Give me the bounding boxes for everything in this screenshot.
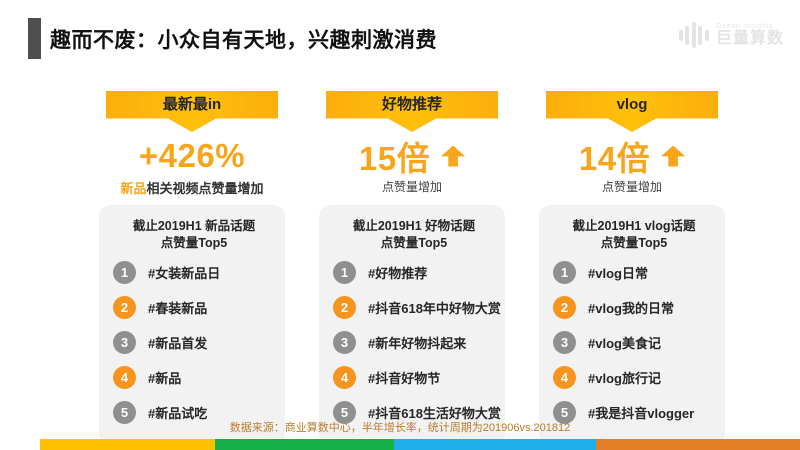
slide-header: 趣而不废：小众自有天地，兴趣刺激消费 xyxy=(28,18,437,59)
rank-badge: 3 xyxy=(553,331,576,354)
color-bar-segment-orange xyxy=(595,439,800,450)
arrow-up-icon xyxy=(661,145,686,167)
topic-hashtag-label: #新年好物抖起来 xyxy=(368,336,467,351)
top5-box-title: 截止2019H1 新品话题 点赞量Top5 xyxy=(132,219,256,251)
top5-list-item: 3 #vlog美食记 xyxy=(553,331,715,355)
rank-badge: 1 xyxy=(553,261,576,284)
stat-row: +426% xyxy=(139,135,245,177)
ocean-insights-logo: Ocean Insights 巨量算数 xyxy=(678,21,784,48)
category-columns: 最新最in +426% 新品相关视频点赞量增加 截止2019H1 新品话题 点赞… xyxy=(12,91,800,446)
stat-row: 15倍 xyxy=(358,135,466,177)
logo-text-english: Ocean Insights xyxy=(715,21,774,31)
topic-hashtag-label: #vlog我的日常 xyxy=(588,301,674,316)
top5-list-item: 1 #好物推荐 xyxy=(333,261,495,285)
color-bar-segment-green xyxy=(214,439,395,450)
rank-badge: 4 xyxy=(113,366,136,389)
data-source-note: 数据来源：商业算数中心，半年增长率，统计周期为201906vs.201812 xyxy=(229,422,571,434)
category-column-new-products: 最新最in +426% 新品相关视频点赞量增加 截止2019H1 新品话题 点赞… xyxy=(94,91,290,446)
stat-row: 14倍 xyxy=(578,135,686,177)
top5-list-item: 2 #抖音618年中好物大赏 xyxy=(333,296,501,320)
top5-list-item: 5 #新品试吃 xyxy=(113,401,275,425)
top5-box: 截止2019H1 vlog话题 点赞量Top5 1 #vlog日常 2 #vlo… xyxy=(539,205,725,446)
rank-badge: 4 xyxy=(333,366,356,389)
page-title: 趣而不废：小众自有天地，兴趣刺激消费 xyxy=(50,28,437,52)
rank-badge: 5 xyxy=(333,401,356,424)
rank-badge: 5 xyxy=(113,401,136,424)
top5-list-item: 2 #春装新品 xyxy=(113,296,275,320)
topic-hashtag-label: #vlog日常 xyxy=(588,266,648,281)
growth-stat: 14倍 xyxy=(578,140,651,177)
color-bar-segment-yellow xyxy=(40,439,215,450)
top5-box: 截止2019H1 好物话题 点赞量Top5 1 #好物推荐 2 #抖音618年中… xyxy=(319,205,505,446)
top5-box-title: 截止2019H1 vlog话题 点赞量Top5 xyxy=(572,219,696,251)
topic-hashtag-label: #女装新品日 xyxy=(148,266,221,281)
topic-hashtag-label: #vlog旅行记 xyxy=(588,371,661,386)
category-column-vlog: vlog 14倍 点赞量增加 截止2019H1 vlog话题 点赞量Top5 1… xyxy=(534,91,730,446)
ribbon-label: 好物推荐 xyxy=(381,96,442,113)
topic-hashtag-label: #抖音618年中好物大赏 xyxy=(368,301,501,316)
top5-list-item: 4 #新品 xyxy=(113,366,275,390)
category-ribbon: vlog xyxy=(546,91,718,132)
rank-badge: 2 xyxy=(333,296,356,319)
rank-badge: 2 xyxy=(113,296,136,319)
rank-badge: 3 xyxy=(113,331,136,354)
rank-badge: 1 xyxy=(333,261,356,284)
rank-badge: 5 xyxy=(553,401,576,424)
arrow-up-icon xyxy=(441,145,466,167)
rank-badge: 2 xyxy=(553,296,576,319)
top5-box-title: 截止2019H1 好物话题 点赞量Top5 xyxy=(352,219,476,251)
logo-text-chinese: 巨量算数 xyxy=(715,30,784,48)
top5-list-item: 1 #vlog日常 xyxy=(553,261,715,285)
category-ribbon: 最新最in xyxy=(106,91,278,132)
topic-hashtag-label: #好物推荐 xyxy=(368,266,428,281)
rank-badge: 3 xyxy=(333,331,356,354)
topic-hashtag-label: #新品试吃 xyxy=(148,406,208,421)
rank-badge: 4 xyxy=(553,366,576,389)
stat-caption: 点赞量增加 xyxy=(601,180,662,194)
decorative-color-bar xyxy=(40,439,800,450)
top5-list-item: 1 #女装新品日 xyxy=(113,261,275,285)
stat-caption: 点赞量增加 xyxy=(381,180,442,194)
top5-list-item: 3 #新品首发 xyxy=(113,331,275,355)
juliang-suanshu-bars-icon xyxy=(678,22,709,48)
topic-hashtag-label: #我是抖音vlogger xyxy=(588,406,695,421)
logo-text: Ocean Insights 巨量算数 xyxy=(715,21,784,48)
top5-list-item: 2 #vlog我的日常 xyxy=(553,296,715,320)
topic-hashtag-label: #抖音618生活好物大赏 xyxy=(368,406,501,421)
growth-stat: 15倍 xyxy=(358,140,431,177)
ribbon-label: 最新最in xyxy=(162,96,222,113)
top5-list-item: 3 #新年好物抖起来 xyxy=(333,331,495,355)
topic-hashtag-label: #春装新品 xyxy=(148,301,208,316)
stat-caption-text: 相关视频点赞量增加 xyxy=(146,181,264,196)
topic-hashtag-label: #新品首发 xyxy=(148,336,208,351)
stat-caption: 新品相关视频点赞量增加 xyxy=(120,178,264,196)
top5-list-item: 5 #抖音618生活好物大赏 xyxy=(333,401,501,425)
title-accent-bar xyxy=(28,18,41,59)
topic-hashtag-label: #vlog美食记 xyxy=(588,336,661,351)
top5-list-item: 4 #抖音好物节 xyxy=(333,366,495,390)
category-ribbon: 好物推荐 xyxy=(326,91,498,132)
top5-box: 截止2019H1 新品话题 点赞量Top5 1 #女装新品日 2 #春装新品 3… xyxy=(99,205,285,446)
growth-stat: +426% xyxy=(138,137,246,174)
rank-badge: 1 xyxy=(113,261,136,284)
category-column-good-goods: 好物推荐 15倍 点赞量增加 截止2019H1 好物话题 点赞量Top5 1 #… xyxy=(314,91,510,446)
stat-caption-highlight: 新品 xyxy=(120,181,147,196)
ribbon-label: vlog xyxy=(616,96,648,113)
color-bar-segment-blue xyxy=(394,439,596,450)
topic-hashtag-label: #新品 xyxy=(148,371,182,386)
topic-hashtag-label: #抖音好物节 xyxy=(368,371,441,386)
top5-list-item: 5 #我是抖音vlogger xyxy=(553,401,715,425)
top5-list-item: 4 #vlog旅行记 xyxy=(553,366,715,390)
